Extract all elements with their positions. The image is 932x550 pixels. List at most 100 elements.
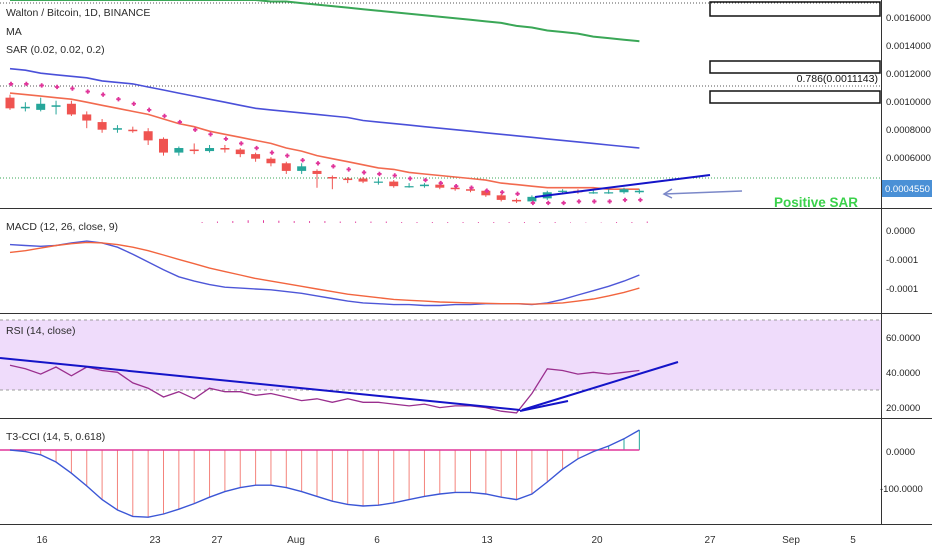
sar-point xyxy=(54,84,60,90)
sar-point xyxy=(39,83,44,88)
rsi-trendline-lower xyxy=(519,400,569,412)
chart-title: Walton / Bitcoin, 1D, BINANCE xyxy=(6,7,150,19)
fib-box-top xyxy=(709,1,881,17)
candle-body xyxy=(36,103,46,110)
candle-body xyxy=(450,187,460,190)
price-badge xyxy=(882,180,932,197)
sar-point xyxy=(638,197,643,203)
candle-body xyxy=(189,149,199,152)
candle-body xyxy=(128,129,138,132)
candle-body xyxy=(205,148,215,152)
sar-point xyxy=(177,119,183,125)
sar-point xyxy=(116,96,121,102)
candle-body xyxy=(5,97,15,109)
date-tick: 6 xyxy=(374,535,380,546)
candle-body xyxy=(619,189,629,193)
date-tick: 27 xyxy=(211,535,223,546)
sar-point xyxy=(254,145,259,151)
candle-body xyxy=(112,128,122,130)
price-tick: 0.0006000 xyxy=(886,153,931,164)
cci-series xyxy=(0,429,640,518)
sar-point xyxy=(100,92,106,97)
rsi-axis: 60.0000 40.0000 20.0000 xyxy=(886,333,920,414)
sar-point xyxy=(500,190,505,195)
sar-point xyxy=(269,150,275,155)
sar-point xyxy=(85,89,90,94)
macd-signal-line xyxy=(9,241,640,305)
candle-body xyxy=(373,181,383,183)
fib-box-mid xyxy=(709,60,881,74)
sar-point xyxy=(622,197,628,203)
price-axis: 0.0016000 0.0014000 0.0012000 0.0010000 … xyxy=(886,13,931,164)
date-tick: Sep xyxy=(782,535,800,546)
sar-point xyxy=(24,81,29,87)
candle-body xyxy=(466,189,475,191)
price-tick: 0.0016000 xyxy=(886,13,931,24)
sar-point xyxy=(315,161,321,166)
pane-separators xyxy=(0,0,932,525)
sar-point xyxy=(423,177,428,183)
sar-point xyxy=(607,199,612,204)
sar-point xyxy=(561,200,566,206)
sar-point xyxy=(131,101,136,106)
arrow-annotation xyxy=(662,188,743,199)
sar-point xyxy=(346,167,351,172)
date-tick: 16 xyxy=(36,535,48,546)
candle-body xyxy=(174,148,184,153)
rsi-title: RSI (14, close) xyxy=(6,325,75,337)
candle-body xyxy=(251,154,261,159)
cci-tick: -100.0000 xyxy=(880,484,923,495)
candle-body xyxy=(512,199,522,202)
rsi-trendline-down xyxy=(0,357,521,411)
price-tick: 0.0008000 xyxy=(886,125,931,136)
sar-point xyxy=(484,188,490,193)
trendline-drawings xyxy=(0,174,711,412)
macd-title: MACD (12, 26, close, 9) xyxy=(6,221,118,233)
price-trendline xyxy=(534,174,711,198)
sar-point xyxy=(407,176,413,181)
cci-line xyxy=(9,429,640,518)
sar-point xyxy=(193,127,198,132)
candle-body xyxy=(435,184,445,188)
candle-body xyxy=(143,131,153,141)
cci-axis: 0.0000 -100.0000 xyxy=(880,447,923,495)
price-tick: 0.0014000 xyxy=(886,41,931,52)
candle-body xyxy=(358,178,368,182)
sar-point xyxy=(223,136,229,142)
fib-box-low xyxy=(709,90,881,104)
positive-sar-label: Positive SAR xyxy=(774,195,858,210)
sar-point xyxy=(530,200,536,206)
candle-body xyxy=(496,195,506,200)
candle-body xyxy=(20,106,30,109)
sar-point xyxy=(331,164,336,169)
candle-body xyxy=(235,149,245,155)
sar-point xyxy=(8,81,14,87)
candle-body xyxy=(404,186,414,188)
sar-point xyxy=(576,199,582,204)
ma-red-line xyxy=(9,92,640,190)
rsi-line xyxy=(9,364,640,414)
sar-point xyxy=(285,153,290,158)
price-tick: 0.0012000 xyxy=(886,69,931,80)
rsi-tick: 40.0000 xyxy=(886,368,920,379)
sar-point xyxy=(361,170,367,175)
sar-point xyxy=(453,183,459,189)
rsi-tick: 60.0000 xyxy=(886,333,920,344)
macd-axis: 0.0000 -0.0001 -0.0001 xyxy=(886,226,918,295)
candle-body xyxy=(389,181,399,187)
candle-body xyxy=(419,184,429,187)
candle-body xyxy=(312,170,322,174)
cci-title: T3-CCI (14, 5, 0.618) xyxy=(6,431,105,443)
date-tick: Aug xyxy=(287,535,305,546)
candle-body xyxy=(82,114,92,121)
candle-body xyxy=(266,158,276,164)
sar-label: SAR (0.02, 0.02, 0.2) xyxy=(6,44,105,56)
date-axis: 16 23 27 Aug 6 13 20 27 Sep 5 xyxy=(36,535,856,546)
sar-point xyxy=(592,199,597,204)
candle-body xyxy=(297,166,307,171)
date-tick: 23 xyxy=(149,535,161,546)
candle-body xyxy=(343,178,353,181)
candle-body xyxy=(527,196,537,202)
macd-tick: -0.0001 xyxy=(886,284,918,295)
candle-body xyxy=(481,190,491,196)
